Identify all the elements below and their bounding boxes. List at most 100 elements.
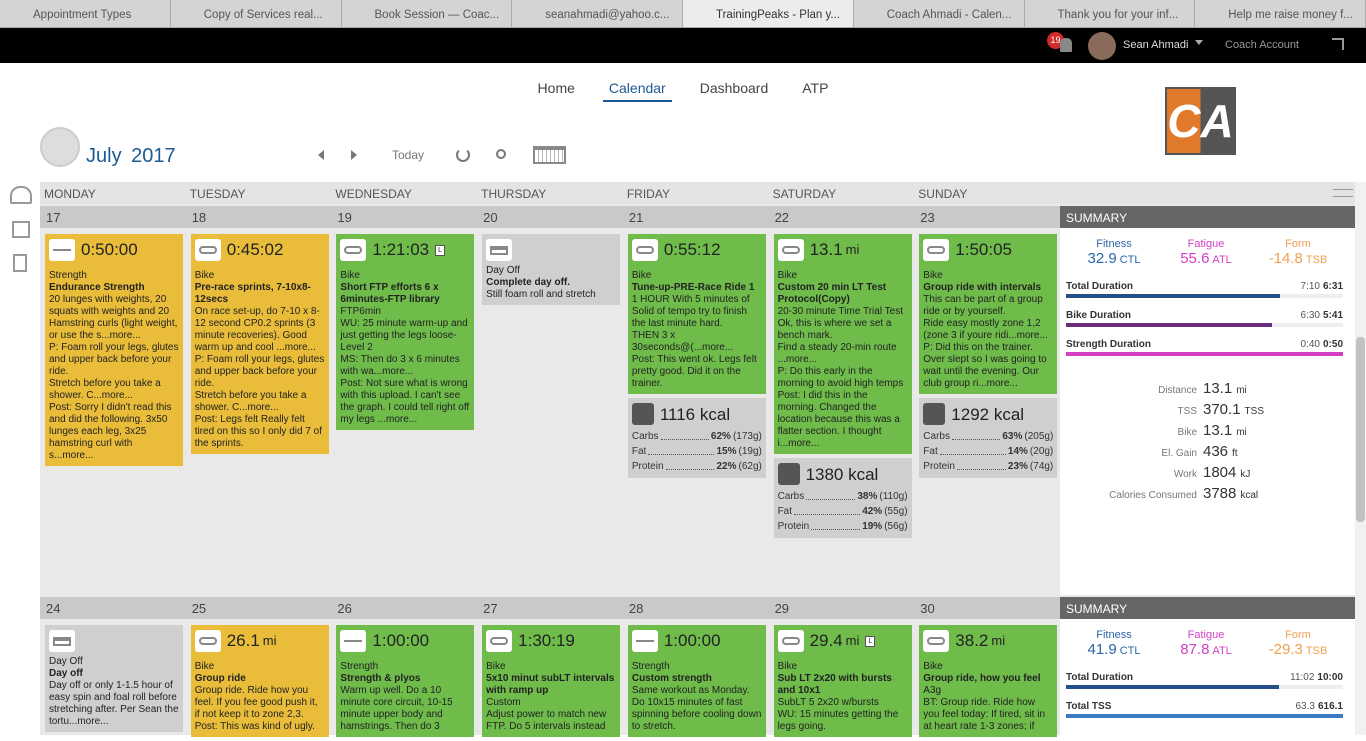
- nav-item[interactable]: Dashboard: [699, 80, 769, 96]
- metric-unit: mi: [262, 633, 277, 648]
- description: P: Foam roll your legs, glutes and upper…: [194, 354, 325, 389]
- meal-icon: [631, 403, 654, 425]
- metric-block: Form -14.8 TSB: [1252, 238, 1344, 267]
- bell-icon[interactable]: [1060, 38, 1072, 52]
- workout-card[interactable]: 0:50:00 Strength Endurance Strength 20 lung…: [45, 234, 183, 466]
- dayoff-card[interactable]: Day Off Complete day off. Still foam roll …: [482, 234, 621, 305]
- day-header: TUESDAY: [189, 187, 246, 201]
- workout-card[interactable]: 29.4 mi L Bike Sub LT 2x20 with bursts and 1…: [773, 625, 912, 737]
- day-column: 0:50:00 Strength Endurance Strength 20 lung…: [45, 234, 183, 470]
- today-button[interactable]: Today: [392, 148, 425, 162]
- tab[interactable]: Appointment Types: [0, 0, 171, 27]
- card-head: [486, 237, 616, 263]
- tab[interactable]: Thank you for your inf...: [1025, 0, 1196, 27]
- macro-name: Protein: [777, 521, 810, 532]
- day-column: 1:30:19 Bike 5x10 minut subLT intervals wi…: [482, 625, 621, 741]
- planned: 6:30: [1300, 310, 1320, 321]
- nav-item[interactable]: ATP: [802, 80, 829, 96]
- workout-card[interactable]: 1:50:05 Bike Group ride with intervals This…: [919, 234, 1058, 394]
- macro-grams: (110g): [879, 491, 908, 502]
- summary-title: SUMMARY: [1060, 206, 1355, 228]
- tab[interactable]: seanahmadi@yahoo.c...: [512, 0, 683, 27]
- card-head: 1:00:00: [631, 628, 762, 654]
- dropdown-arrow[interactable]: [1195, 40, 1203, 49]
- month: July: [86, 145, 122, 167]
- completed: 0:50: [1322, 339, 1343, 350]
- week: 17 18 19 20 21 22 23 0:50:00 Strength Endurance S…: [40, 206, 1355, 595]
- tab[interactable]: Coach Ahmadi - Calen...: [854, 0, 1025, 27]
- avatar[interactable]: [1088, 32, 1116, 60]
- workout-card[interactable]: 38.2 mi Bike Group ride, how you feel A3g BT:…: [919, 625, 1058, 737]
- workout-card[interactable]: 0:45:02 Bike Pre-race sprints, 7-10x8-12se…: [190, 234, 329, 454]
- day-column: 38.2 mi Bike Group ride, how you feel A3g BT:…: [919, 625, 1058, 741]
- athlete-avatar[interactable]: [40, 127, 80, 167]
- metric: 29.4: [809, 631, 843, 650]
- progress-fill: [1066, 714, 1343, 718]
- progress-track: [1066, 323, 1343, 327]
- progress-row: Total TSS 63.3 616.1: [1066, 701, 1343, 718]
- strength-icon: [49, 239, 75, 261]
- card-head: 0:55:12: [631, 237, 762, 263]
- day-column: 1:00:00 Strength Custom strength Same worko…: [627, 625, 766, 741]
- metric-value-row: 41.9 CTL: [1068, 641, 1160, 658]
- day-column: 0:45:02 Bike Pre-race sprints, 7-10x8-12se…: [190, 234, 329, 458]
- day-header: MONDAY: [44, 187, 96, 201]
- calendar-icon[interactable]: [533, 146, 566, 164]
- stat-unit: kcal: [1240, 490, 1259, 501]
- workout-card[interactable]: 1:00:00 Strength Custom strength Same worko…: [627, 625, 766, 737]
- sidebar-plans[interactable]: [13, 254, 27, 272]
- card-head: 38.2 mi: [923, 628, 1053, 654]
- metric-label: Form: [1285, 629, 1311, 641]
- date-row: [40, 206, 1060, 228]
- workout-card[interactable]: 13.1 mi Bike Custom 20 min LT Test Protocol…: [773, 234, 912, 454]
- workout-card[interactable]: 1:21:03 L Bike Short FTP efforts 6 x 6minut…: [336, 234, 475, 430]
- macro-name: Carbs: [631, 431, 659, 442]
- date: 28: [628, 601, 644, 616]
- prev-week[interactable]: [313, 150, 324, 160]
- macro-grams: (19g): [738, 446, 762, 457]
- tab[interactable]: Copy of Services real...: [171, 0, 342, 27]
- macro-name: Fat: [631, 446, 647, 457]
- scroll-thumb[interactable]: [1356, 337, 1365, 522]
- refresh-icon[interactable]: [456, 148, 470, 162]
- macro-grams: (55g): [884, 506, 908, 517]
- card-head: 1:21:03 L: [340, 237, 470, 263]
- notification-badge[interactable]: 19: [1047, 32, 1064, 49]
- tab[interactable]: Help me raise money f...: [1195, 0, 1366, 27]
- metric: 13.1: [809, 240, 843, 259]
- scrollbar[interactable]: [1355, 182, 1366, 735]
- sidebar-library[interactable]: [12, 221, 30, 238]
- nav-item[interactable]: Calendar: [602, 80, 672, 102]
- coach-account[interactable]: Coach Account: [1225, 39, 1299, 51]
- planned: 11:02: [1290, 672, 1315, 683]
- workout-card[interactable]: 1:00:00 Strength Strength & plyos Warm up w…: [336, 625, 475, 737]
- dayoff-card[interactable]: Day Off Day off Day off or only 1-1.5 hour…: [45, 625, 183, 732]
- tab[interactable]: Book Session — Coac...: [342, 0, 513, 27]
- date: 18: [191, 210, 207, 225]
- date: 24: [46, 601, 61, 616]
- description: Warm up well. Do a 10 minute core circui…: [340, 685, 453, 732]
- bike-icon: [486, 630, 513, 652]
- metric-value-row: 87.8 ATL: [1160, 641, 1252, 658]
- expand-icon[interactable]: [1332, 38, 1344, 50]
- stat-unit: mi: [1236, 427, 1247, 438]
- tab[interactable]: TrainingPeaks - Plan y...: [683, 0, 854, 27]
- next-week[interactable]: [351, 150, 362, 160]
- card-head: 26.1 mi: [194, 628, 325, 654]
- user-name[interactable]: Sean Ahmadi: [1123, 39, 1189, 51]
- nav-item[interactable]: Home: [537, 80, 575, 96]
- metric-value: 32.9: [1087, 250, 1117, 267]
- workout-card[interactable]: 1:30:19 Bike 5x10 minut subLT intervals wi…: [482, 625, 621, 737]
- sport: Strength: [631, 661, 670, 672]
- stats: Distance 13.1 mi TSS 370.1 TSS Bike 13.1 mi El. G…: [1060, 380, 1355, 502]
- search-icon[interactable]: [496, 149, 506, 159]
- metric-unit: mi: [991, 633, 1006, 648]
- progress-row: Strength Duration 0:40 0:50: [1066, 339, 1343, 356]
- workout-card[interactable]: 26.1 mi Bike Group ride Group ride. Ride how…: [190, 625, 329, 737]
- stat-value: 370.1: [1203, 401, 1241, 418]
- leader: [660, 429, 709, 440]
- summary: SUMMARY Fitness 32.9 CTL Fatigue 55.6 ATL Form -…: [1060, 206, 1355, 595]
- sidebar-athletes[interactable]: [10, 186, 32, 204]
- completed: 6:31: [1322, 281, 1343, 292]
